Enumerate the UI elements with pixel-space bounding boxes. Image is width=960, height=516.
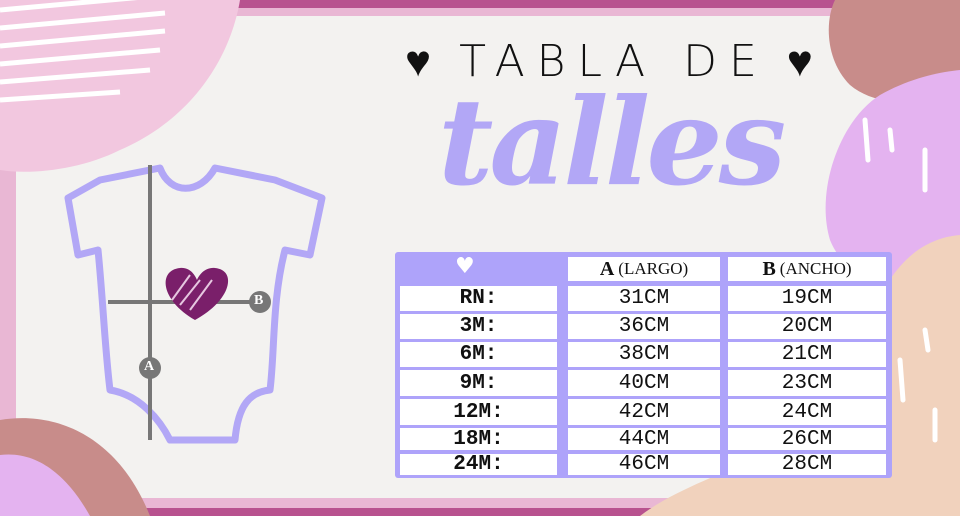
title-text: TABLA DE [459,36,769,87]
table-cell-a: 38CM [568,342,720,367]
table-cell-size: 18M: [400,428,557,451]
table-cell-a: 46CM [568,453,720,476]
size-table: ♥ A (LARGO) B (ANCHO) RN: 31CM 19CM 3M: 36CM 20… [395,252,892,478]
table-cell-b: 20CM [728,314,886,339]
marker-b: B [254,293,264,308]
table-cell-a: 40CM [568,370,720,396]
table-cell-a: 44CM [568,428,720,451]
table-cell-b: 19CM [728,286,886,311]
table-cell-size: 9M: [400,370,557,396]
table-cell-size: 3M: [400,314,557,339]
title: ♥ TABLA DE ♥ [405,36,895,87]
table-cell-size: 24M: [400,453,557,476]
table-cell-b: 26CM [728,428,886,451]
table-cell-b: 24CM [728,399,886,425]
onesie-diagram [64,164,326,444]
marker-a: A [144,359,155,374]
table-cell-b: 28CM [728,453,886,476]
table-cell-size: 6M: [400,342,557,367]
title-script: talles [438,72,786,213]
heart-icon: ♥ [405,36,432,87]
table-cell-size: 12M: [400,399,557,425]
heart-icon: ♥ [786,36,813,87]
table-cell-a: 31CM [568,286,720,311]
table-cell-b: 23CM [728,370,886,396]
table-cell-b: 21CM [728,342,886,367]
column-header-a: A (LARGO) [568,257,720,281]
table-cell-size: RN: [400,286,557,311]
heart-icon: ♥ [455,254,475,279]
table-cell-a: 36CM [568,314,720,339]
column-header-b: B (ANCHO) [728,257,886,281]
table-cell-a: 42CM [568,399,720,425]
